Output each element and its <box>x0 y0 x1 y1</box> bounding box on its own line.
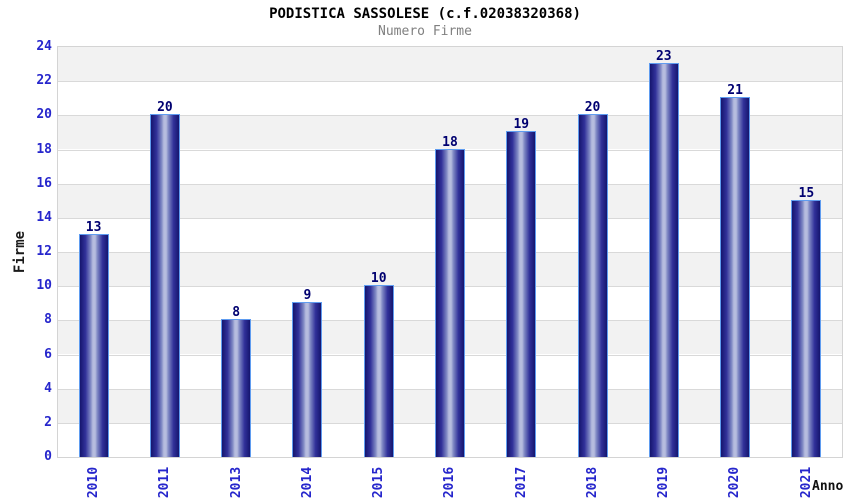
x-axis-title: Anno <box>812 479 844 494</box>
bar-2018 <box>577 114 608 457</box>
bar-2016 <box>435 148 465 457</box>
y-tick-label: 10 <box>36 278 52 294</box>
bar-value-label: 20 <box>584 100 601 116</box>
x-tick-label: 2019 <box>644 461 684 500</box>
plot-area <box>57 46 843 458</box>
bar-value-label: 15 <box>798 185 815 201</box>
bar-2011 <box>149 114 180 457</box>
x-tick-label: 2010 <box>74 461 114 500</box>
y-tick-label: 24 <box>36 39 52 54</box>
bar-2020 <box>720 97 751 457</box>
x-tick-label-text: 2019 <box>656 466 672 498</box>
bar-value-label: 13 <box>85 219 102 235</box>
bar-2015 <box>363 285 394 457</box>
x-tick-label: 2014 <box>287 461 327 500</box>
x-tick-label: 2016 <box>430 461 470 500</box>
plot-band <box>58 115 842 150</box>
y-tick-label: 22 <box>36 73 52 89</box>
bar-2021 <box>791 199 822 457</box>
bar-2019 <box>648 63 679 457</box>
gridline <box>58 115 842 117</box>
y-tick-label: 4 <box>44 380 52 396</box>
bar-value-label: 9 <box>303 288 312 304</box>
y-tick-label: 6 <box>44 346 52 362</box>
x-tick-label-text: 2016 <box>442 466 458 498</box>
bar-2010 <box>78 233 109 457</box>
x-tick-label: 2017 <box>501 461 541 500</box>
x-tick-label-text: 2013 <box>228 466 244 498</box>
x-tick-label-text: 2021 <box>798 466 814 498</box>
y-tick-label: 14 <box>36 209 52 225</box>
bar-value-label: 18 <box>442 134 458 150</box>
bar-value-label: 19 <box>513 117 530 133</box>
x-tick-label-text: 2011 <box>157 466 173 498</box>
bar-2013 <box>221 319 252 457</box>
x-tick-label: 2015 <box>359 461 399 500</box>
plot-band <box>58 81 842 116</box>
gridline <box>58 81 842 83</box>
y-tick-label: 20 <box>36 107 52 123</box>
bar-value-label: 21 <box>727 83 743 99</box>
y-tick-label: 2 <box>44 414 52 430</box>
x-tick-label-text: 2017 <box>513 466 529 498</box>
y-tick-label: 8 <box>44 312 52 328</box>
y-tick-label: 0 <box>44 449 52 464</box>
x-tick-label-text: 2020 <box>727 466 743 498</box>
chart-subtitle: Numero Firme <box>378 24 472 39</box>
x-tick-label-text: 2010 <box>86 466 102 498</box>
plot-band <box>58 47 842 82</box>
x-tick-label: 2021 <box>786 461 826 500</box>
bar-2017 <box>506 131 537 457</box>
chart-title: PODISTICA SASSOLESE (c.f.02038320368) <box>269 6 581 22</box>
x-tick-label-text: 2014 <box>299 466 315 498</box>
y-tick-label: 12 <box>36 244 52 259</box>
x-tick-label: 2020 <box>715 461 755 500</box>
x-tick-label: 2018 <box>573 461 613 500</box>
bar-value-label: 10 <box>370 271 387 287</box>
x-tick-label: 2011 <box>145 461 185 500</box>
y-tick-label: 16 <box>36 175 52 191</box>
x-tick-label-text: 2018 <box>585 466 601 498</box>
y-tick-label: 18 <box>36 141 52 157</box>
bar-2014 <box>292 302 323 457</box>
bar-value-label: 20 <box>157 100 173 116</box>
bar-value-label: 23 <box>655 49 672 65</box>
x-tick-label: 2013 <box>216 461 256 500</box>
bar-value-label: 8 <box>232 305 241 321</box>
x-tick-label-text: 2015 <box>371 466 387 498</box>
